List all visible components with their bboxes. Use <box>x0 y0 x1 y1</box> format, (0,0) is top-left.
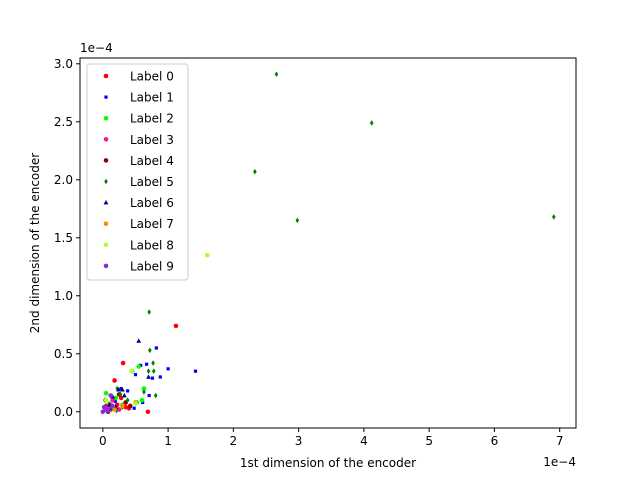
legend-label-8: Label 8 <box>130 238 174 252</box>
data-point-label-2 <box>139 397 145 403</box>
x-axis-label: 1st dimension of the encoder <box>240 456 416 470</box>
y-tick-label: 0.0 <box>54 405 73 419</box>
data-point-label-1 <box>158 375 162 379</box>
data-point-label-0 <box>173 323 179 329</box>
data-point-label-9 <box>108 393 113 398</box>
data-point-label-7 <box>112 407 117 412</box>
data-point-label-1 <box>133 373 138 377</box>
legend-label-0: Label 0 <box>130 70 174 84</box>
data-point-label-8 <box>129 368 134 374</box>
legend-marker-3 <box>103 137 109 142</box>
legend-marker-7 <box>103 221 109 226</box>
ticks-layer: 0 1 2 3 4 5 6 7 0.0 0.5 1.0 1.5 2.0 2.5 3.0 <box>54 57 564 448</box>
y-tick-label: 1.5 <box>54 231 73 245</box>
legend-label-3: Label 3 <box>130 133 174 147</box>
data-point-label-1 <box>154 346 158 350</box>
legend-label-1: Label 1 <box>130 91 174 105</box>
data-point-label-5 <box>125 397 130 403</box>
legend-label-4: Label 4 <box>130 154 174 168</box>
legend-marker-8 <box>103 242 109 248</box>
data-point-label-5 <box>142 389 146 395</box>
data-point-label-6 <box>116 387 121 392</box>
legend-marker-4 <box>103 158 109 163</box>
legend-marker-5 <box>104 178 108 185</box>
data-point-label-5 <box>552 214 556 220</box>
data-point-label-5 <box>274 71 279 78</box>
data-point-label-8 <box>204 252 210 258</box>
data-point-label-2 <box>141 386 147 391</box>
points-layer <box>100 71 556 415</box>
data-point-label-5 <box>118 391 123 398</box>
data-point-label-0 <box>120 360 126 366</box>
data-point-label-8 <box>133 401 138 406</box>
legend-label-6: Label 6 <box>130 196 174 210</box>
data-point-label-6 <box>136 338 142 343</box>
data-point-label-3 <box>110 397 115 403</box>
y-tick-label: 3.0 <box>54 57 73 71</box>
legend-label-2: Label 2 <box>130 112 174 126</box>
y-offset-label: 1e−4 <box>80 41 113 55</box>
data-point-label-5 <box>369 120 374 126</box>
x-tick-label: 1 <box>164 434 172 448</box>
data-point-label-5 <box>153 392 158 399</box>
data-point-label-0 <box>118 395 124 401</box>
data-point-label-5 <box>147 309 151 315</box>
data-point-label-5 <box>151 368 156 374</box>
data-point-label-5 <box>148 347 152 354</box>
data-point-label-1 <box>166 367 170 371</box>
data-point-label-0 <box>145 409 151 415</box>
legend-label-7: Label 7 <box>130 217 174 231</box>
data-point-label-1 <box>144 362 149 366</box>
x-tick-label: 4 <box>360 434 368 448</box>
legend-marker-2 <box>103 115 109 121</box>
data-point-label-6 <box>120 387 125 392</box>
data-point-label-1 <box>193 369 198 373</box>
y-tick-label: 1.0 <box>54 289 73 303</box>
data-point-label-1 <box>150 376 155 380</box>
data-point-label-4 <box>127 403 133 409</box>
data-point-label-1 <box>119 386 123 391</box>
data-point-label-7 <box>120 403 125 409</box>
x-offset-label: 1e−4 <box>543 455 576 469</box>
data-point-label-8 <box>103 397 109 403</box>
data-point-label-9 <box>110 403 115 409</box>
data-point-label-0 <box>112 378 117 383</box>
legend-marker-9 <box>103 263 109 269</box>
data-point-label-5 <box>253 168 257 175</box>
x-tick-label: 2 <box>230 434 238 448</box>
data-point-label-5 <box>151 360 155 366</box>
data-point-label-6 <box>121 392 127 398</box>
data-point-label-5 <box>146 368 151 374</box>
y-tick-label: 2.0 <box>54 173 73 187</box>
legend-marker-0 <box>103 73 109 79</box>
legend-marker-1 <box>104 95 108 99</box>
data-point-label-9 <box>103 407 109 412</box>
y-axis-label: 2nd dimension of the encoder <box>28 153 42 333</box>
legend: Label 0 Label 1 Label 2 Label 3 Label 4 Label… <box>86 63 189 281</box>
y-tick-label: 0.5 <box>54 347 73 361</box>
x-tick-label: 5 <box>425 434 433 448</box>
y-tick-label: 2.5 <box>54 115 73 129</box>
legend-label-9: Label 9 <box>130 259 174 273</box>
x-tick-label: 6 <box>491 434 499 448</box>
legend-box <box>86 63 189 281</box>
data-point-label-1 <box>126 389 130 393</box>
data-point-label-2 <box>103 390 109 396</box>
x-tick-label: 3 <box>295 434 303 448</box>
data-point-label-1 <box>147 393 151 398</box>
data-point-label-2 <box>113 395 119 401</box>
data-point-label-2 <box>136 364 142 369</box>
legend-marker-6 <box>103 200 109 205</box>
legend-label-5: Label 5 <box>130 175 174 189</box>
data-point-label-6 <box>146 374 151 379</box>
data-point-label-1 <box>132 406 136 410</box>
data-point-label-5 <box>295 217 300 224</box>
data-point-label-1 <box>113 399 117 403</box>
x-tick-label: 7 <box>556 434 564 448</box>
plot-frame <box>79 57 577 429</box>
x-tick-label: 0 <box>99 434 107 448</box>
data-point-label-9 <box>100 409 106 415</box>
data-point-label-1 <box>141 400 145 405</box>
